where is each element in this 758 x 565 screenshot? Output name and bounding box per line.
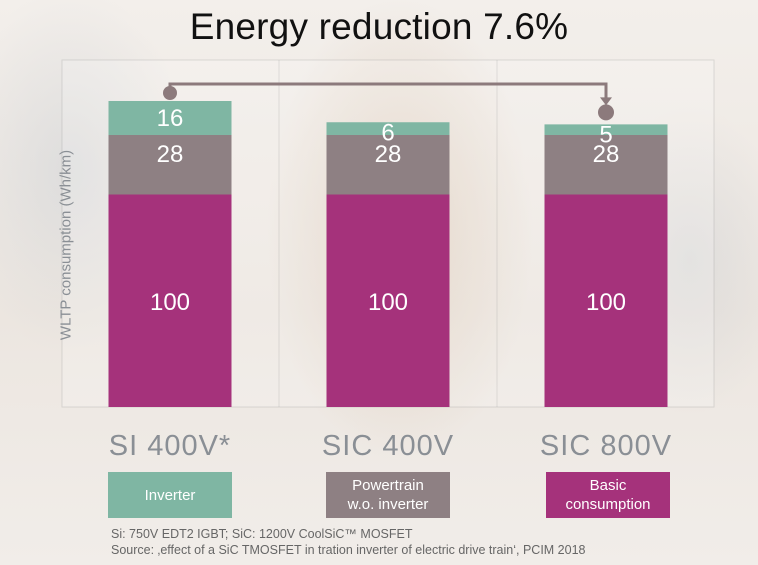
legend-powertrain: Powertrain w.o. inverter (326, 472, 450, 518)
y-axis-label: WLTP consumption (Wh/km) (57, 149, 75, 341)
x-tick-label: SI 400V* (109, 430, 231, 462)
chart-title: Energy reduction 7.6% (189, 6, 569, 47)
data-label-powertrain: 28 (593, 141, 620, 168)
bar-segment-powertrain (108, 135, 232, 195)
footnote-devices: Si: 750V EDT2 IGBT; SiC: 1200V CoolSiC™ … (111, 527, 413, 541)
bar-segment-powertrain (326, 135, 450, 195)
x-tick-labels: SI 400V* SIC 400V SIC 800V (109, 430, 672, 462)
x-tick-label: SIC 400V (322, 430, 454, 462)
footnote-source: Source: ‚effect of a SiC TMOSFET in trat… (111, 543, 586, 557)
data-label-basic: 100 (368, 289, 408, 316)
bar-segment-powertrain (544, 135, 668, 195)
x-tick-label: SIC 800V (540, 430, 672, 462)
bar-segment-basic (326, 194, 450, 407)
data-label-inverter: 16 (157, 105, 184, 132)
bar-segment-inverter (326, 122, 450, 135)
bar-segment-basic (108, 194, 232, 407)
data-label-powertrain: 28 (157, 141, 184, 168)
data-label-inverter: 6 (381, 119, 394, 146)
data-label-powertrain: 28 (375, 141, 402, 168)
arrow-head (600, 97, 612, 106)
data-label-basic: 100 (586, 289, 626, 316)
legend-inverter: Inverter (108, 472, 232, 518)
data-label-inverter: 5 (599, 121, 612, 148)
arrow-line (168, 82, 608, 99)
legend-basic-consumption: Basic consumption (546, 472, 670, 518)
reduction-arrow (163, 82, 614, 121)
bar-segment-basic (544, 194, 668, 407)
arrow-end-dot (598, 104, 614, 121)
data-label-basic: 100 (150, 289, 190, 316)
bar-segment-inverter (544, 124, 668, 135)
bar-segment-inverter (108, 101, 232, 135)
